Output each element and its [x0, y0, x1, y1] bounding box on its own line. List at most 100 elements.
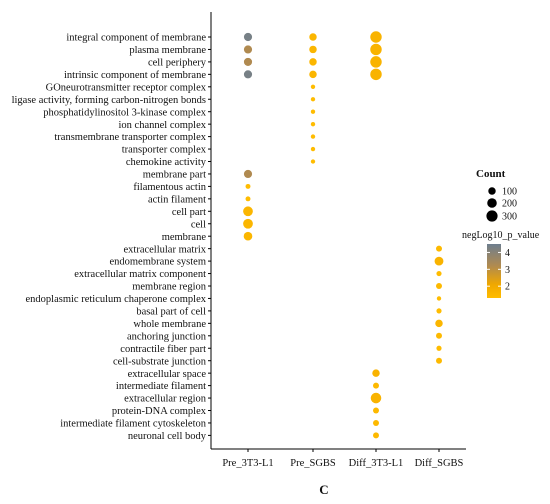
data-point [436, 245, 442, 252]
y-tick-label: transmembrane transporter complex [54, 132, 206, 143]
data-point [310, 159, 316, 164]
size-legend-label: 300 [502, 212, 517, 223]
size-legend-dot [488, 187, 496, 195]
data-point [434, 256, 444, 266]
data-point [373, 382, 379, 389]
y-tick-label: GOneurotransmitter receptor complex [46, 82, 207, 93]
x-tick-label: Diff_3T3-L1 [349, 458, 404, 469]
y-tick-label: endoplasmic reticulum chaperone complex [26, 294, 207, 305]
data-point [310, 97, 316, 102]
data-point [373, 407, 379, 414]
size-legend-title: Count [476, 168, 506, 180]
y-axis-ticks [208, 36, 211, 436]
data-points [243, 31, 444, 439]
y-tick-label: intermediate filament [116, 381, 206, 392]
x-tick-label: Diff_SGBS [415, 458, 464, 469]
y-tick-label: chemokine activity [126, 157, 207, 168]
data-point [436, 270, 442, 277]
data-point [309, 45, 317, 54]
data-point [243, 57, 253, 66]
y-tick-label: contractile fiber part [120, 344, 206, 355]
data-point [243, 231, 253, 241]
data-point [310, 134, 316, 139]
y-tick-label: extracellular matrix [124, 244, 207, 255]
color-legend-label: 4 [505, 248, 510, 259]
data-point [435, 319, 443, 328]
y-tick-label: basal part of cell [136, 307, 206, 318]
y-tick-label: membrane region [132, 282, 207, 293]
y-tick-label: cell part [172, 207, 206, 218]
panel-label: C [319, 482, 328, 497]
data-point [245, 183, 251, 189]
y-tick-label: transporter complex [122, 145, 207, 156]
data-point [309, 33, 317, 41]
y-tick-label: membrane [162, 232, 207, 243]
y-tick-label: extracellular region [124, 394, 207, 405]
color-legend: negLog10_p_value 4 3 2 [462, 230, 540, 298]
data-point [436, 357, 442, 364]
y-tick-label: plasma membrane [129, 45, 206, 56]
y-tick-label: cell [191, 219, 206, 230]
y-tick-label: ion channel complex [119, 120, 207, 131]
x-axis-labels: Pre_3T3-L1 Pre_SGBS Diff_3T3-L1 Diff_SGBS [222, 458, 463, 469]
data-point [436, 296, 442, 301]
y-tick-label: filamentous actin [133, 182, 206, 193]
data-point [310, 146, 316, 152]
data-point [373, 432, 379, 439]
data-point [310, 84, 316, 89]
data-point [370, 68, 382, 81]
data-point [370, 31, 382, 43]
y-tick-label: phosphatidylinositol 3-kinase complex [43, 107, 206, 118]
y-tick-label: intermediate filament cytoskeleton [60, 419, 207, 430]
y-tick-label: membrane part [143, 170, 206, 181]
y-tick-label: protein-DNA complex [112, 406, 207, 417]
data-point [243, 32, 253, 42]
color-legend-label: 3 [505, 265, 510, 276]
data-point [436, 345, 442, 351]
data-point [310, 109, 316, 114]
y-tick-label: extracellular space [128, 369, 207, 380]
y-tick-label: actin filament [148, 194, 206, 205]
y-tick-label: whole membrane [133, 319, 206, 330]
data-point [370, 56, 382, 68]
y-tick-label: neuronal cell body [128, 431, 207, 442]
color-legend-title: negLog10_p_value [462, 230, 540, 241]
data-point [370, 43, 382, 56]
x-tick-label: Pre_SGBS [290, 458, 336, 469]
data-point [243, 169, 253, 179]
x-tick-label: Pre_3T3-L1 [222, 458, 273, 469]
y-tick-label: endomembrane system [109, 257, 206, 268]
color-legend-bar [487, 244, 501, 298]
data-point [373, 419, 379, 426]
size-legend-label: 200 [502, 199, 517, 210]
y-tick-label: integral component of membrane [66, 33, 206, 44]
x-axis-ticks [247, 449, 440, 452]
data-point [243, 218, 253, 229]
data-point [372, 369, 380, 377]
data-point [243, 45, 253, 54]
data-point [436, 332, 442, 339]
y-tick-label: ligase activity, forming carbon-nitrogen… [12, 95, 206, 106]
size-legend-dot [487, 198, 497, 208]
size-legend-dot [486, 210, 498, 222]
size-legend-label: 100 [502, 187, 517, 198]
color-legend-label: 2 [505, 282, 510, 293]
data-point [310, 121, 316, 127]
y-tick-label: cell-substrate junction [113, 356, 207, 367]
axes [210, 12, 466, 450]
y-tick-label: anchoring junction [127, 331, 207, 342]
data-point [243, 70, 253, 79]
data-point [436, 308, 442, 314]
y-tick-label: extracellular matrix component [74, 269, 206, 280]
data-point [436, 283, 442, 289]
data-point [309, 58, 317, 66]
y-tick-label: cell periphery [148, 58, 207, 69]
data-point [370, 392, 382, 404]
data-point [243, 206, 253, 217]
y-tick-label: intrinsic component of membrane [64, 70, 206, 81]
data-point [309, 70, 317, 79]
data-point [245, 196, 251, 202]
